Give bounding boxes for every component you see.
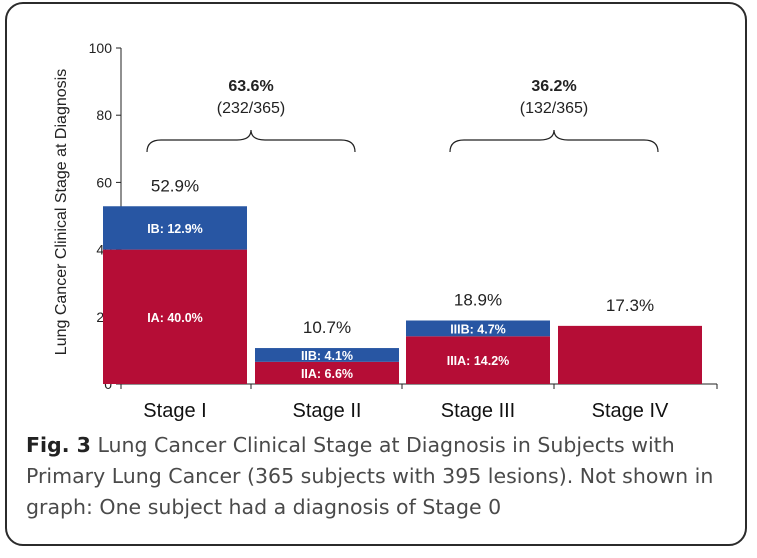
group-bracket [449,129,659,153]
bracket-count-label: (132/365) [520,100,589,117]
y-tick-label: 80 [96,107,112,123]
x-category-label: Stage I [143,400,206,422]
bar-segment-b [255,348,399,362]
x-category-label: Stage III [441,400,516,422]
segment-label-b: IIB: 4.1% [301,349,353,363]
x-category-label: Stage IV [592,400,669,422]
segment-label-b: IB: 12.9% [147,222,203,236]
plot-area: 020406080100IA: 40.0%IB: 12.9%52.9%Stage… [89,40,718,422]
bar-segment-a [558,325,702,384]
bracket-percent-label: 63.6% [228,78,273,95]
bracket-percent-label: 36.2% [531,78,576,95]
total-label: 17.3% [606,296,654,315]
y-axis-label: Lung Cancer Clinical Stage at Diagnosis [53,69,70,355]
total-label: 52.9% [151,176,199,195]
y-tick-label: 60 [96,174,112,190]
group-bracket [146,129,356,153]
bar-segment-a [406,336,550,384]
segment-label-b: IIIB: 4.7% [450,322,506,336]
x-category-label: Stage II [293,400,362,422]
bar-segment-b [103,206,247,250]
total-label: 10.7% [303,318,351,337]
bracket-count-label: (232/365) [217,100,286,117]
y-tick-label: 100 [89,40,113,56]
total-label: 18.9% [454,290,502,309]
bar-segment-b [406,320,550,337]
bar-segment-a [255,361,399,384]
figure-caption: Fig. 3 Lung Cancer Clinical Stage at Dia… [26,430,726,523]
segment-label-a: IIIA: 14.2% [447,354,510,368]
caption-text: Lung Cancer Clinical Stage at Diagnosis … [26,433,714,519]
bar-segment-a [103,249,247,384]
segment-label-a: IA: 40.0% [147,311,203,325]
segment-label-a: IIA: 6.6% [301,367,353,381]
stage-bar-chart: Lung Cancer Clinical Stage at Diagnosis … [53,40,718,422]
caption-label: Fig. 3 [26,433,91,457]
